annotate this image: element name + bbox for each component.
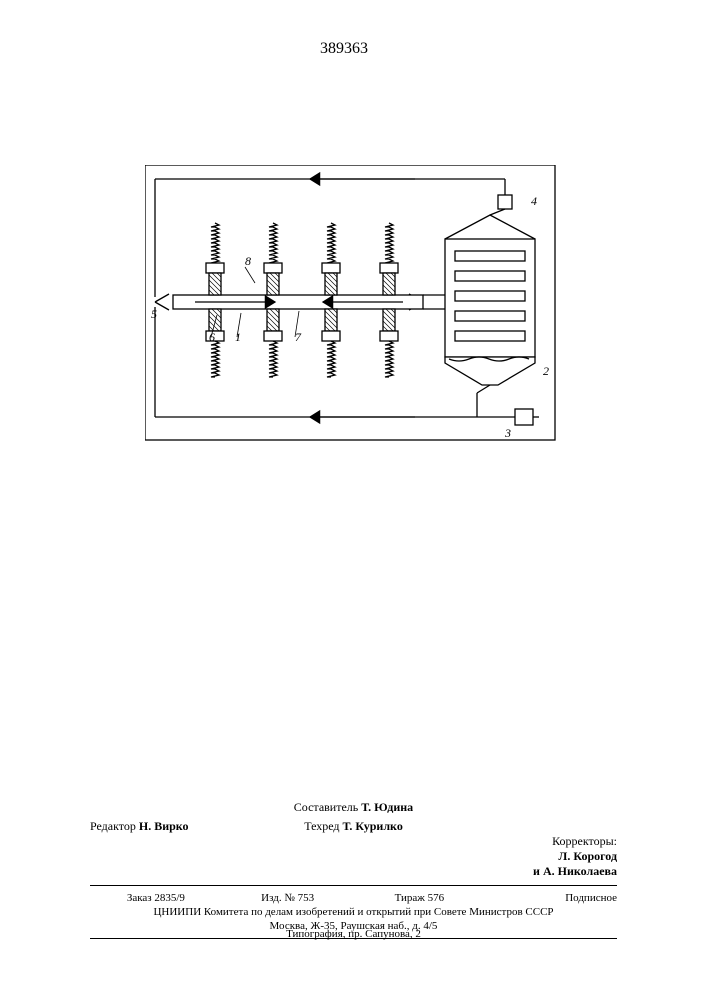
org-line-1: ЦНИИПИ Комитета по делам изобретений и о… xyxy=(90,906,617,918)
sign: Подписное xyxy=(485,892,617,904)
typography-line: Типография, пр. Сапунова, 2 xyxy=(0,928,707,940)
divider xyxy=(90,885,617,886)
svg-text:8: 8 xyxy=(245,254,251,268)
editor: Редактор Н. Вирко xyxy=(90,819,266,879)
document-number: 389363 xyxy=(320,40,368,58)
techred: Техред Т. Курилко xyxy=(266,819,442,879)
issue-no: Изд. № 753 xyxy=(222,892,354,904)
compiler-name: Т. Юдина xyxy=(361,800,413,814)
svg-text:4: 4 xyxy=(531,194,537,208)
credits-block: Составитель Т. Юдина Редактор Н. Вирко Т… xyxy=(90,800,617,945)
svg-text:3: 3 xyxy=(504,426,511,440)
patent-page: 389363 48561723 Составитель Т. Юдина Ред… xyxy=(0,0,707,1000)
correctors: Корректоры: Л. Корогод и А. Николаева xyxy=(441,819,617,879)
compiler-label: Составитель xyxy=(294,800,358,814)
svg-text:2: 2 xyxy=(543,364,549,378)
credits-row: Редактор Н. Вирко Техред Т. Курилко Корр… xyxy=(90,819,617,879)
tirage: Тираж 576 xyxy=(354,892,486,904)
figure-diagram: 48561723 xyxy=(145,165,565,460)
order-no: Заказ 2835/9 xyxy=(90,892,222,904)
svg-text:5: 5 xyxy=(151,307,157,321)
publication-row: Заказ 2835/9 Изд. № 753 Тираж 576 Подпис… xyxy=(90,892,617,904)
compiler-line: Составитель Т. Юдина xyxy=(90,800,617,815)
